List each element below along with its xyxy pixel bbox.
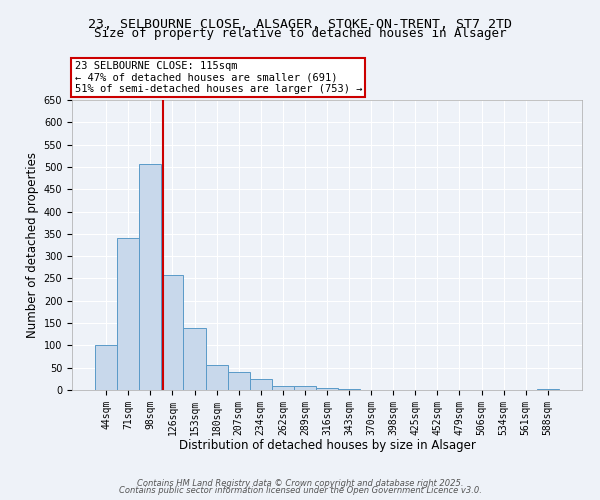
Bar xyxy=(227,372,250,390)
Text: 23 SELBOURNE CLOSE: 115sqm
← 47% of detached houses are smaller (691)
51% of sem: 23 SELBOURNE CLOSE: 115sqm ← 47% of deta… xyxy=(74,61,362,94)
Bar xyxy=(294,386,316,390)
Bar xyxy=(184,328,206,390)
Bar xyxy=(206,366,227,390)
Bar xyxy=(250,379,272,390)
Bar xyxy=(95,346,117,390)
Text: 23, SELBOURNE CLOSE, ALSAGER, STOKE-ON-TRENT, ST7 2TD: 23, SELBOURNE CLOSE, ALSAGER, STOKE-ON-T… xyxy=(88,18,512,30)
Text: Contains HM Land Registry data © Crown copyright and database right 2025.: Contains HM Land Registry data © Crown c… xyxy=(137,478,463,488)
X-axis label: Distribution of detached houses by size in Alsager: Distribution of detached houses by size … xyxy=(179,439,475,452)
Bar xyxy=(139,164,161,390)
Bar xyxy=(537,388,559,390)
Bar xyxy=(316,388,338,390)
Bar xyxy=(338,388,360,390)
Bar xyxy=(161,276,184,390)
Text: Size of property relative to detached houses in Alsager: Size of property relative to detached ho… xyxy=(94,28,506,40)
Y-axis label: Number of detached properties: Number of detached properties xyxy=(26,152,40,338)
Text: Contains public sector information licensed under the Open Government Licence v3: Contains public sector information licen… xyxy=(119,486,481,495)
Bar xyxy=(117,238,139,390)
Bar xyxy=(272,386,294,390)
